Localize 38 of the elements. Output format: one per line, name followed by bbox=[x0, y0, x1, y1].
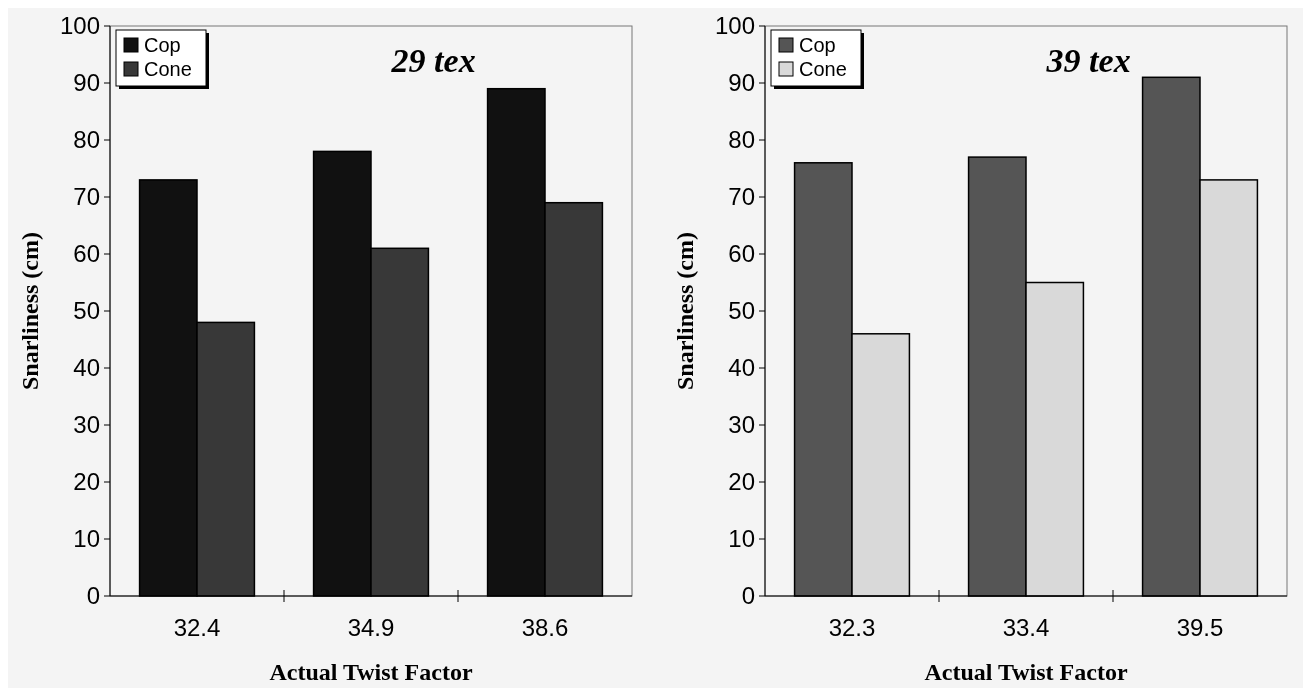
y-tick-label: 90 bbox=[728, 69, 755, 97]
y-tick-label: 0 bbox=[86, 582, 100, 610]
y-tick-label: 60 bbox=[728, 240, 755, 268]
x-tick-label: 32.3 bbox=[828, 614, 876, 641]
y-tick-label: 100 bbox=[59, 12, 100, 40]
x-tick-label: 38.6 bbox=[521, 614, 569, 641]
y-tick-label: 50 bbox=[73, 297, 100, 325]
y-tick-label: 70 bbox=[728, 183, 755, 211]
text: 29 tex bbox=[390, 42, 476, 79]
y-tick-label: 30 bbox=[73, 411, 100, 439]
y-tick-label: 0 bbox=[741, 582, 755, 610]
y-tick-label: 10 bbox=[728, 525, 755, 553]
y-tick-label: 90 bbox=[73, 69, 100, 97]
y-tick-label: 30 bbox=[728, 411, 755, 439]
y-tick-label: 80 bbox=[73, 126, 100, 154]
x-tick-label: 32.4 bbox=[173, 614, 221, 641]
y-tick-label: 80 bbox=[728, 126, 755, 154]
text: 39 tex bbox=[1045, 42, 1131, 79]
x-tick-label: 34.9 bbox=[347, 614, 395, 641]
y-axis-title: Snarliness (cm) bbox=[17, 232, 43, 390]
y-axis-title: Snarliness (cm) bbox=[672, 232, 698, 390]
y-tick-label: 10 bbox=[73, 525, 100, 553]
x-axis-title: Actual Twist Factor bbox=[269, 659, 473, 685]
y-tick-label: 40 bbox=[728, 354, 755, 382]
y-tick-label: 70 bbox=[73, 183, 100, 211]
legend-label: Cone bbox=[144, 58, 192, 80]
x-axis-title: Actual Twist Factor bbox=[924, 659, 1128, 685]
legend-label: Cone bbox=[799, 58, 847, 80]
legend-label: Cop bbox=[799, 34, 836, 56]
y-tick-label: 100 bbox=[714, 12, 755, 40]
legend-label: Cop bbox=[144, 34, 181, 56]
y-tick-label: 50 bbox=[728, 297, 755, 325]
y-tick-label: 40 bbox=[73, 354, 100, 382]
y-tick-label: 60 bbox=[73, 240, 100, 268]
y-tick-label: 20 bbox=[728, 468, 755, 496]
y-tick-label: 20 bbox=[73, 468, 100, 496]
x-tick-label: 39.5 bbox=[1176, 614, 1224, 641]
x-tick-label: 33.4 bbox=[1002, 614, 1050, 641]
